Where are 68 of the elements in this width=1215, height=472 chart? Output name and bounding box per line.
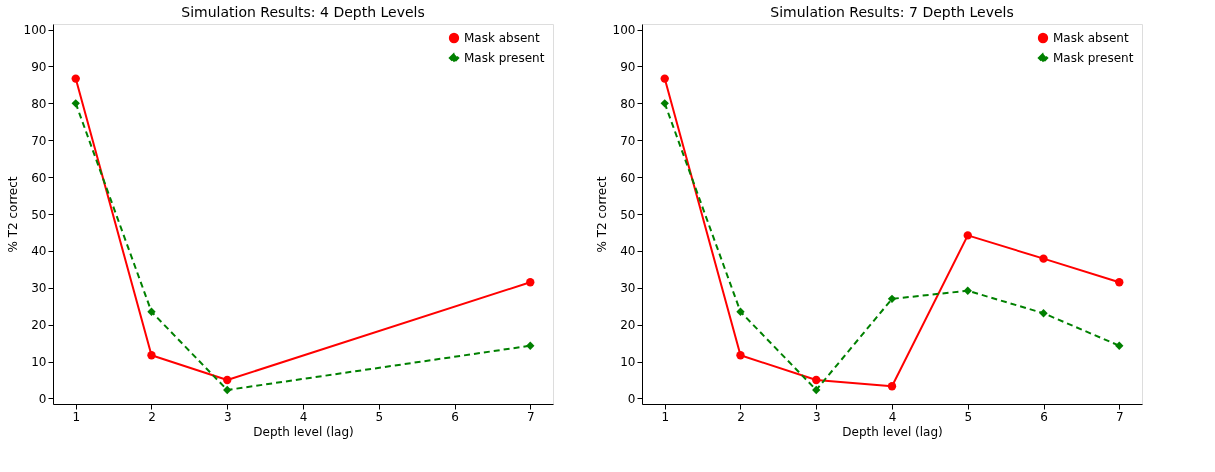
point xyxy=(223,375,232,385)
x-tick-label: 6 xyxy=(1040,409,1048,424)
point xyxy=(147,307,156,316)
legend-label: Mask present xyxy=(1053,51,1134,65)
x-tick-label: 2 xyxy=(148,409,156,424)
point xyxy=(1039,254,1048,263)
x-tick-label: 6 xyxy=(451,409,459,424)
point xyxy=(660,74,669,83)
y-tick-label: 50 xyxy=(31,207,47,222)
x-tick-label: 3 xyxy=(812,409,821,424)
point xyxy=(223,385,232,395)
y-tick-label: 30 xyxy=(620,281,636,296)
x-tick-label: 4 xyxy=(888,409,897,424)
y-tick-label: 0 xyxy=(38,391,47,406)
y-tick-label: 20 xyxy=(31,318,47,333)
y-tick-label: 100 xyxy=(612,23,636,38)
y-tick-label: 80 xyxy=(31,96,47,111)
x-tick-label: 5 xyxy=(375,409,384,424)
y-tick-label: 70 xyxy=(31,133,47,148)
y-tick-label: 10 xyxy=(31,355,47,370)
point xyxy=(736,351,745,360)
point xyxy=(1115,278,1124,287)
point xyxy=(812,385,821,395)
point xyxy=(963,231,972,240)
x-tick-label: 4 xyxy=(299,409,308,424)
y-tick-label: 60 xyxy=(620,170,636,185)
point xyxy=(660,99,669,108)
point xyxy=(147,351,156,360)
y-tick-label: 90 xyxy=(620,59,636,74)
y-tick-label: 80 xyxy=(620,96,636,111)
legend-label: Mask present xyxy=(464,51,545,65)
point xyxy=(526,278,535,287)
x-tick-label: 1 xyxy=(72,409,81,424)
y-tick-label: 90 xyxy=(31,59,47,74)
point xyxy=(1115,341,1124,350)
point xyxy=(887,294,897,304)
x-tick-label: 3 xyxy=(223,409,232,424)
point xyxy=(887,382,897,391)
y-tick-label: 10 xyxy=(620,355,636,370)
x-axis-title: Depth level (lag) xyxy=(842,424,943,439)
x-tick-label: 1 xyxy=(661,409,670,424)
chart-title: Simulation Results: 7 Depth Levels xyxy=(770,3,1014,20)
point xyxy=(812,375,821,385)
y-tick-label: 70 xyxy=(620,133,636,148)
y-tick-label: 20 xyxy=(620,318,636,333)
y-tick-label: 0 xyxy=(627,391,636,406)
point xyxy=(526,341,535,350)
x-axis-title: Depth level (lag) xyxy=(253,424,354,439)
y-tick-label: 50 xyxy=(620,207,636,222)
y-tick-label: 40 xyxy=(31,244,47,259)
y-tick-label: 30 xyxy=(31,281,47,296)
y-axis-title: % T2 correct xyxy=(594,176,609,253)
y-axis-title: % T2 correct xyxy=(5,176,20,253)
point xyxy=(1039,309,1048,318)
chart-title: Simulation Results: 4 Depth Levels xyxy=(181,3,425,20)
point xyxy=(736,307,745,316)
y-tick-label: 100 xyxy=(23,23,47,38)
x-tick-label: 7 xyxy=(1115,409,1124,424)
legend-label: Mask absent xyxy=(1053,31,1129,45)
legend-label: Mask absent xyxy=(464,31,540,45)
point xyxy=(963,286,972,295)
y-tick-label: 40 xyxy=(620,244,636,259)
x-tick-label: 7 xyxy=(526,409,535,424)
y-tick-label: 60 xyxy=(31,170,47,185)
point xyxy=(71,99,80,108)
x-tick-label: 2 xyxy=(737,409,745,424)
point xyxy=(71,74,80,83)
x-tick-label: 5 xyxy=(964,409,973,424)
